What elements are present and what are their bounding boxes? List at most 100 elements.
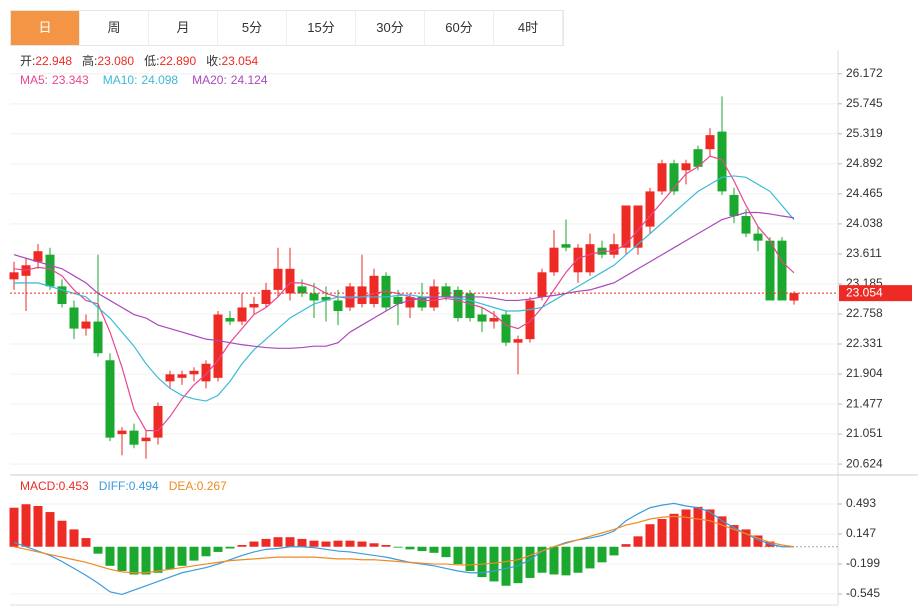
y-tick-label: 21.051 [846, 426, 883, 440]
period-tab[interactable]: 周 [80, 11, 149, 45]
candle-body [81, 321, 91, 329]
macd-bar [381, 545, 391, 547]
macd-bar [573, 546, 583, 573]
candle-body [477, 314, 487, 322]
y-tick-label: 23.611 [846, 246, 882, 260]
info-value: 23.054 [221, 54, 258, 68]
info-label: DIFF: [99, 479, 129, 493]
macd-bar [369, 543, 379, 547]
macd-bar [57, 520, 67, 547]
candle-body [537, 272, 547, 297]
candle-body [609, 244, 619, 255]
macd-bar [537, 546, 547, 573]
candle-body [585, 244, 595, 273]
candle-body [45, 254, 55, 287]
period-tab[interactable]: 15分 [287, 11, 356, 45]
candle-body [369, 275, 379, 304]
macd-bar [153, 546, 163, 573]
info-value: 22.890 [159, 54, 196, 68]
y-tick-label: 25.745 [846, 96, 883, 110]
candle-body [153, 405, 163, 438]
macd-bar [9, 507, 19, 547]
macd-bar [633, 536, 643, 547]
macd-bar [333, 540, 343, 547]
info-label: DEA: [169, 479, 197, 493]
info-row: 开:22.948 高:23.080 低:22.890 收:23.054 [20, 53, 259, 68]
ma-legend-value: 24.124 [231, 73, 268, 87]
macd-bar [45, 512, 55, 547]
macd-bar [309, 540, 319, 547]
macd-bar [621, 544, 631, 547]
macd-bar [453, 546, 463, 565]
period-tab[interactable]: 月 [149, 11, 218, 45]
macd-bar [129, 546, 139, 575]
candle-body [309, 293, 319, 301]
candle-body [705, 135, 715, 150]
candle-body [165, 374, 175, 382]
macd-bar [753, 535, 763, 547]
macd-bar [681, 509, 691, 547]
macd-bar [525, 546, 535, 578]
candle-body [453, 289, 463, 319]
macd-bar [441, 546, 451, 558]
period-tab[interactable]: 60分 [425, 11, 494, 45]
candle-body [729, 194, 739, 217]
macd-bar [249, 541, 259, 547]
candle-body [297, 286, 307, 294]
ma-legend-name: MA20: [192, 73, 227, 87]
y-tick-label: 20.624 [846, 456, 883, 470]
macd-bar [285, 537, 295, 547]
ma-legend: MA5: 23.343 MA10: 24.098 MA20: 24.124 [20, 73, 268, 87]
period-tab[interactable]: 日 [11, 11, 80, 45]
candle-body [645, 191, 655, 227]
info-row: MACD:0.453 DIFF:0.494 DEA:0.267 [20, 479, 227, 493]
candle-body [225, 318, 235, 322]
period-tab[interactable]: 4时 [494, 11, 563, 45]
info-label: 低: [144, 54, 159, 68]
candle-body [189, 370, 199, 375]
macd-bar [21, 504, 31, 547]
period-tab[interactable]: 5分 [218, 11, 287, 45]
candle-body [105, 360, 115, 438]
candle-body [789, 293, 799, 301]
ma-legend-name: MA10: [103, 73, 138, 87]
y-tick-label: 22.331 [846, 336, 883, 350]
ma-legend-value: 24.098 [141, 73, 178, 87]
candle-body [441, 286, 451, 297]
macd-bar [513, 546, 523, 584]
candle-body [561, 244, 571, 248]
candle-body [249, 303, 259, 308]
info-value: 22.948 [35, 54, 72, 68]
candle-body [717, 131, 727, 192]
candle-body [621, 205, 631, 248]
candle-body [213, 314, 223, 378]
candle-body [669, 163, 679, 192]
macd-bar [189, 546, 199, 561]
macd-bar [69, 529, 79, 547]
macd-bar [549, 546, 559, 575]
macd-bar [93, 546, 103, 554]
y-tick-label: 24.892 [846, 156, 883, 170]
info-value: 0.267 [197, 479, 227, 493]
macd-bar [645, 524, 655, 547]
candle-body [57, 286, 67, 304]
period-tab[interactable]: 30分 [356, 11, 425, 45]
candle-body [693, 149, 703, 167]
macd-bar [717, 516, 727, 547]
candle-body [357, 286, 367, 304]
ma-line [13, 211, 795, 349]
candle-body [501, 314, 511, 343]
macd-bar [165, 546, 175, 570]
y-tick-label: 21.477 [846, 396, 883, 410]
y-tick-label: 24.465 [846, 186, 883, 200]
info-label: 高: [82, 53, 97, 68]
macd-bar [105, 546, 115, 566]
candle-body [465, 293, 475, 319]
macd-bar [297, 538, 307, 547]
y-tick-label: 21.904 [846, 366, 883, 380]
macd-bar [405, 546, 415, 550]
macd-line [13, 502, 794, 596]
macd-bar [225, 546, 235, 549]
